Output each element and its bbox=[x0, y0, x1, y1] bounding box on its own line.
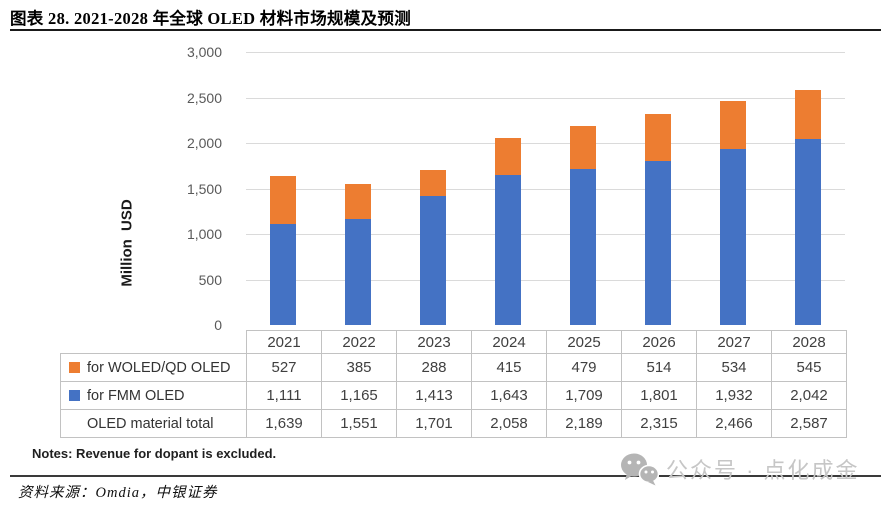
bar-segment-2028 bbox=[794, 89, 821, 140]
y-axis-tick: 1,000 bbox=[186, 226, 222, 242]
y-axis-tick: 1,500 bbox=[186, 180, 222, 197]
bar-segment-2027 bbox=[719, 149, 746, 325]
bar-segment-2026 bbox=[644, 161, 671, 325]
table-value-cell: 545 bbox=[771, 353, 847, 382]
legend-label: for WOLED/QD OLED bbox=[60, 353, 247, 382]
bar-segment-2024 bbox=[495, 175, 522, 325]
table-value-cell: 385 bbox=[321, 353, 397, 382]
y-axis-tick: 2,500 bbox=[186, 89, 222, 106]
table-value-cell: 1,709 bbox=[546, 381, 622, 410]
legend-swatch bbox=[69, 389, 80, 401]
x-axis-year-header: 2025 bbox=[546, 330, 622, 354]
table-value-cell: 514 bbox=[621, 353, 697, 382]
x-axis-year-header: 2026 bbox=[621, 330, 697, 354]
table-value-cell: 1,643 bbox=[471, 381, 547, 410]
x-axis-year-header: 2023 bbox=[396, 330, 472, 354]
y-axis-title: Million USD bbox=[118, 199, 136, 287]
table-total-cell: 2,315 bbox=[621, 409, 697, 438]
table-value-cell: 479 bbox=[546, 353, 622, 382]
table-value-cell: 415 bbox=[471, 353, 547, 382]
source-text: 资料来源：Omdia，中银证券 bbox=[18, 485, 218, 501]
bar-segment-2026 bbox=[644, 114, 671, 162]
table-value-cell: 1,413 bbox=[396, 381, 472, 410]
table-corner-blank bbox=[61, 331, 247, 354]
y-axis-tick: 500 bbox=[198, 271, 222, 288]
gridline bbox=[246, 279, 845, 281]
table-total-cell: 1,551 bbox=[321, 409, 397, 438]
bar-segment-2027 bbox=[719, 100, 746, 150]
table-total-cell: 2,466 bbox=[696, 409, 772, 438]
bar-segment-2021 bbox=[270, 175, 297, 224]
gridline bbox=[246, 143, 845, 144]
table-value-cell: 527 bbox=[246, 353, 322, 382]
gridline bbox=[246, 97, 845, 99]
x-axis-year-header: 2024 bbox=[471, 330, 547, 354]
data-table: 2021 2022 2023 2024 2025 2026 2027 2028 for WOLE… bbox=[60, 330, 847, 438]
figure-title: 图表 28. 2021-2028 年全球 OLED 材料市场规模及预测 bbox=[10, 9, 412, 28]
bar-segment-2025 bbox=[569, 169, 596, 325]
bar-segment-2021 bbox=[270, 223, 297, 325]
notes-text: Notes: Revenue for dopant is excluded. bbox=[32, 446, 277, 461]
table-total-cell: 1,639 bbox=[246, 409, 322, 438]
table-value-cell: 1,932 bbox=[696, 381, 772, 410]
y-axis-tick: 3,000 bbox=[186, 44, 222, 60]
bar-segment-2023 bbox=[420, 170, 447, 197]
table-value-cell: 1,165 bbox=[321, 381, 397, 410]
table-row-total: OLED material total 1,639 1,551 1,701 2,058 2… bbox=[60, 409, 847, 438]
table-total-cell: 2,058 bbox=[471, 409, 547, 438]
gridline bbox=[246, 234, 845, 235]
watermark: 公众号 · 点化成金 bbox=[619, 451, 860, 487]
legend-label: for FMM OLED bbox=[60, 381, 247, 410]
bar-segment-2022 bbox=[345, 218, 372, 325]
bar-segment-2024 bbox=[495, 137, 522, 176]
x-axis-year-header: 2027 bbox=[696, 330, 772, 354]
title-divider bbox=[10, 29, 881, 31]
x-axis-year-header: 2022 bbox=[321, 330, 397, 354]
table-total-cell: 1,701 bbox=[396, 409, 472, 438]
y-axis-tick: 0 bbox=[214, 317, 222, 333]
bar-segment-2023 bbox=[420, 196, 447, 325]
table-value-cell: 1,111 bbox=[246, 381, 322, 410]
wechat-icon bbox=[619, 451, 659, 487]
bar-segment-2028 bbox=[794, 139, 821, 325]
table-total-cell: 2,587 bbox=[771, 409, 847, 438]
legend-swatch bbox=[69, 361, 80, 373]
table-row: for FMM OLED 1,111 1,165 1,413 1,643 1,709 1,8… bbox=[60, 381, 847, 410]
x-axis-year-header: 2028 bbox=[771, 330, 847, 354]
gridline bbox=[246, 188, 845, 190]
x-axis-year-header: 2021 bbox=[246, 330, 322, 354]
y-axis-tick: 2,000 bbox=[186, 135, 222, 151]
table-total-cell: 2,189 bbox=[546, 409, 622, 438]
table-value-cell: 2,042 bbox=[771, 381, 847, 410]
gridline bbox=[246, 52, 845, 53]
total-row-label: OLED material total bbox=[60, 409, 247, 438]
bar-segment-2025 bbox=[569, 125, 596, 170]
table-row: for WOLED/QD OLED 527 385 288 415 479 514 534 54… bbox=[60, 353, 847, 382]
bottom-divider bbox=[10, 475, 881, 477]
table-value-cell: 534 bbox=[696, 353, 772, 382]
table-value-cell: 288 bbox=[396, 353, 472, 382]
table-value-cell: 1,801 bbox=[621, 381, 697, 410]
watermark-text: 公众号 · 点化成金 bbox=[666, 458, 860, 483]
bar-segment-2022 bbox=[345, 183, 372, 219]
